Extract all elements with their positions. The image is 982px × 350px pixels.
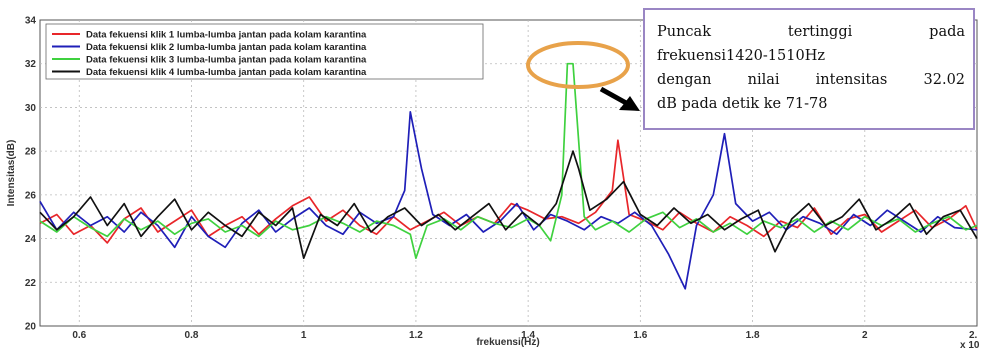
annotation-line-3: dengan nilai intensitas 32.02	[657, 68, 965, 92]
x-tick-label: 0.8	[185, 330, 199, 341]
annotation-word: pada	[929, 24, 966, 40]
legend-box	[45, 23, 484, 80]
y-tick-label: 24	[25, 234, 37, 245]
x-tick-label: 1.6	[633, 330, 647, 341]
y-tick-label: 26	[25, 190, 37, 201]
legend-entry: Data fekuensi klik 3 lumba-lumba jantan …	[86, 55, 367, 66]
annotation-line-1: Puncak tertinggi pada	[657, 20, 965, 44]
legend-entry: Data fekuensi klik 4 lumba-lumba jantan …	[86, 67, 367, 78]
legend-entry: Data fekuensi klik 2 lumba-lumba jantan …	[86, 42, 367, 53]
x-tick-label: 1.8	[746, 330, 760, 341]
y-tick-label: 34	[25, 16, 37, 27]
y-tick-label: 22	[25, 278, 37, 289]
y-tick-label: 32	[25, 59, 37, 70]
y-tick-label: 28	[25, 147, 37, 158]
series-group	[39, 62, 978, 290]
legend-entry: Data fekuensi klik 1 lumba-lumba jantan …	[86, 30, 367, 41]
annotation-arrow	[599, 86, 640, 111]
x-tick-label: 0.6	[72, 330, 86, 341]
series-line-4	[39, 150, 978, 260]
x-tick-label: 2	[862, 330, 868, 341]
annotation-line-4: dB pada detik ke 71-78	[657, 96, 828, 112]
x-tick-label: 1.2	[409, 330, 423, 341]
x-tick-label: 1	[301, 330, 307, 341]
annotation-word: tertinggi	[787, 24, 853, 40]
annotation-word: Puncak	[657, 24, 711, 40]
series-line-3	[39, 62, 978, 260]
y-tick-label: 30	[25, 103, 37, 114]
annotation-word: intensitas	[815, 72, 888, 88]
annotation-word: 32.02	[923, 72, 966, 88]
x-tick-label: 1.4	[521, 330, 535, 341]
x-multiplier-label: x 10	[960, 340, 980, 350]
y-tick-label: 20	[25, 322, 37, 333]
x-axis-label: frekuensi(Hz)	[476, 337, 539, 348]
annotation-line-2: frekuensi1420-1510Hz	[657, 48, 825, 64]
tick-labels: 0.6 0.8 1 1.2 1.4 1.6 1.8 2 2. 20 22 24 26 28 30 32 34	[25, 16, 978, 342]
annotation-word: nilai	[747, 72, 780, 88]
legend: Data fekuensi klik 1 lumba-lumba jantan …	[45, 23, 484, 80]
annotation-word: dengan	[657, 72, 712, 88]
x-tick-label-edge: 2.	[969, 330, 978, 341]
peak-highlight-ellipse	[526, 41, 630, 89]
annotation-box: Puncak tertinggi pada frekuensi1420-1510…	[643, 8, 975, 130]
y-axis-label: Intensitas(dB)	[6, 140, 17, 207]
